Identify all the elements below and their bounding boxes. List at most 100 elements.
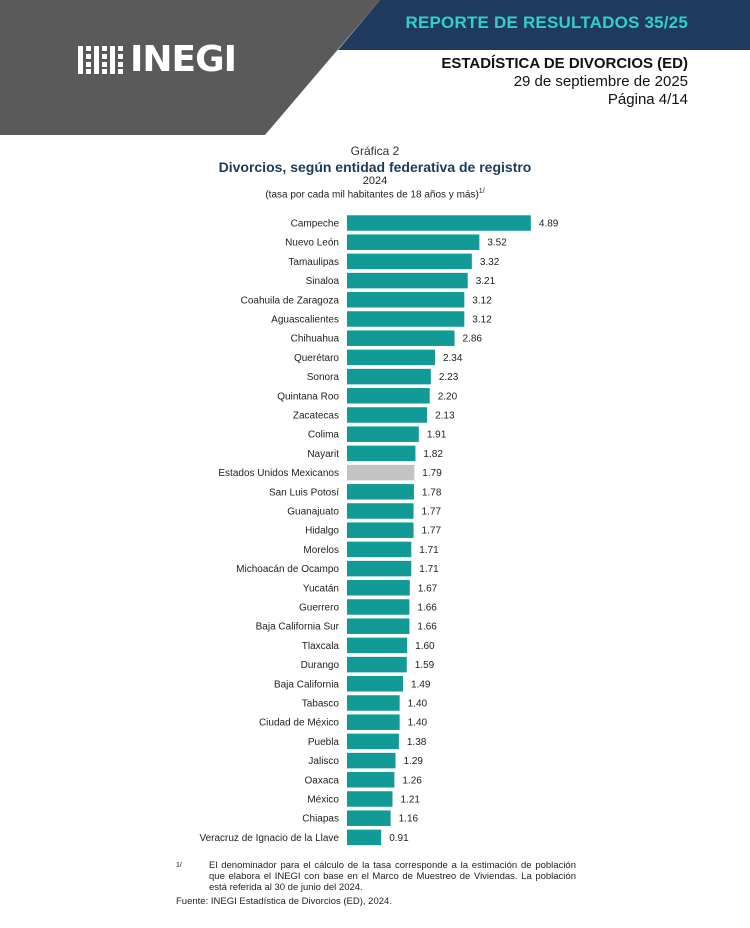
state-bar — [347, 503, 414, 519]
value-label: 1.16 — [399, 814, 419, 825]
category-label: Oaxaca — [305, 775, 340, 786]
chart-label: Gráfica 2 — [350, 144, 400, 158]
category-label: Veracruz de Ignacio de la Llave — [199, 833, 339, 844]
category-label: Tabasco — [302, 699, 340, 710]
value-label: 1.40 — [408, 718, 428, 729]
state-bar — [347, 695, 400, 711]
category-label: Nayarit — [307, 449, 339, 460]
category-label: Colima — [308, 430, 340, 441]
state-bar — [347, 330, 455, 346]
document-title: ESTADÍSTICA DE DIVORCIOS (ED) — [441, 55, 688, 72]
category-label: Ciudad de México — [259, 718, 339, 729]
value-label: 1.77 — [422, 507, 442, 518]
category-label: Yucatán — [303, 583, 339, 594]
state-bar — [347, 215, 531, 231]
state-bar — [347, 541, 412, 558]
footnote: 1/ El denominador para el cálculo de la … — [176, 860, 576, 893]
category-label: Chihuahua — [291, 334, 340, 345]
source-text: INEGI Estadística de Divorcios (ED), 202… — [210, 896, 392, 907]
category-label: Michoacán de Ocampo — [236, 564, 339, 575]
value-label: 1.60 — [415, 641, 435, 652]
value-label: 3.52 — [487, 238, 507, 249]
bar-chart: Campeche 4.89 Nuevo León 3.52 Tamaulipas 3.32… — [199, 215, 559, 846]
state-bar — [347, 445, 416, 462]
value-label: 2.20 — [438, 391, 458, 402]
category-label: Sinaloa — [306, 276, 340, 287]
state-bar — [347, 829, 382, 846]
source-note: Fuente: INEGI Estadística de Divorcios (… — [176, 896, 392, 907]
category-label: Aguascalientes — [271, 315, 339, 326]
value-label: 3.32 — [480, 257, 500, 268]
state-bar — [347, 656, 407, 673]
state-bar — [347, 676, 404, 692]
footnote-text: El denominador para el cálculo de la tas… — [209, 860, 576, 893]
value-label: 1.59 — [415, 660, 435, 671]
value-label: 3.12 — [472, 295, 492, 306]
value-label: 1.29 — [404, 756, 424, 767]
value-label: 1.77 — [422, 526, 442, 537]
value-label: 3.12 — [472, 315, 492, 326]
value-label: 1.49 — [411, 679, 431, 690]
state-bar — [347, 311, 465, 327]
chart-subtitle-text: (tasa por cada mil habitantes de 18 años… — [265, 189, 479, 201]
category-label: Zacatecas — [293, 411, 339, 422]
value-label: 1.82 — [423, 449, 443, 460]
state-bar — [347, 714, 400, 730]
state-bar — [347, 426, 419, 442]
value-label: 2.23 — [439, 372, 459, 383]
value-label: 1.38 — [407, 737, 427, 748]
state-bar — [347, 791, 393, 807]
value-label: 3.21 — [476, 276, 496, 287]
value-label: 1.21 — [400, 795, 420, 806]
value-label: 1.91 — [427, 430, 447, 441]
state-bar — [347, 388, 430, 404]
header-banner — [0, 0, 750, 135]
state-bar — [347, 407, 428, 423]
category-label: Querétaro — [294, 353, 339, 364]
state-bar — [347, 772, 395, 788]
state-bar — [347, 368, 431, 385]
category-label: Tlaxcala — [302, 641, 340, 652]
category-label: Quintana Roo — [277, 391, 339, 402]
document-date: 29 de septiembre de 2025 — [513, 73, 688, 90]
state-bar — [347, 810, 391, 826]
category-label: Baja California Sur — [256, 622, 340, 633]
category-label: Sonora — [307, 372, 340, 383]
national-bar — [347, 464, 415, 481]
state-bar — [347, 618, 410, 634]
inegi-logo-mark-icon — [78, 46, 123, 74]
category-label: Durango — [301, 660, 340, 671]
value-label: 1.79 — [422, 468, 442, 479]
state-bar — [347, 733, 399, 750]
state-bar — [347, 752, 396, 769]
value-label: 1.67 — [418, 583, 438, 594]
value-label: 1.71 — [419, 545, 439, 556]
value-label: 2.86 — [463, 334, 483, 345]
footnote-mark: 1/ — [176, 862, 182, 869]
state-bar — [347, 253, 472, 270]
value-label: 4.89 — [539, 219, 559, 230]
state-bar — [347, 580, 410, 596]
chart-title: Divorcios, según entidad federativa de r… — [218, 159, 532, 175]
value-label: 1.40 — [408, 699, 428, 710]
header-navy-panel — [338, 0, 750, 50]
state-bar — [347, 637, 408, 654]
inegi-logo: INEGI — [78, 42, 237, 78]
value-label: 1.66 — [417, 622, 437, 633]
state-bar — [347, 484, 414, 500]
state-bar — [347, 560, 412, 577]
header-dark-panel — [0, 0, 380, 135]
category-label: Campeche — [291, 219, 340, 230]
chart-subtitle-note: 1/ — [478, 188, 485, 195]
value-label: 1.71 — [419, 564, 439, 575]
value-label: 0.91 — [389, 833, 409, 844]
category-label: Estados Unidos Mexicanos — [218, 468, 339, 479]
value-label: 2.13 — [435, 411, 455, 422]
state-bar — [347, 599, 410, 615]
category-label: Jalisco — [308, 756, 339, 767]
category-label: Nuevo León — [285, 238, 339, 249]
category-label: Guerrero — [299, 603, 339, 614]
category-label: Puebla — [308, 737, 340, 748]
value-label: 1.66 — [417, 603, 437, 614]
value-label: 1.78 — [422, 487, 442, 498]
